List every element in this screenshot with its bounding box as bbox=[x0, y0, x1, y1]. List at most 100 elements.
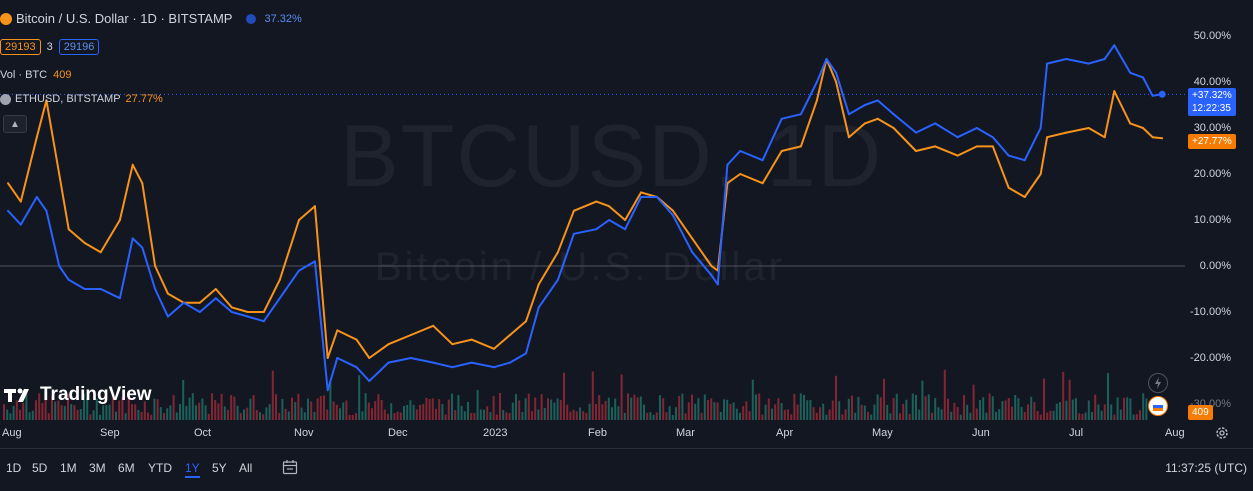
sell-price-button[interactable]: 29193 bbox=[0, 39, 41, 55]
price-chart[interactable] bbox=[0, 0, 1185, 420]
btcusd-line-segment bbox=[1087, 58, 1106, 65]
volume-bar bbox=[483, 409, 485, 420]
ethusd-line-segment bbox=[1151, 136, 1164, 140]
tradingview-logo-text: TradingView bbox=[40, 384, 152, 405]
chart-area[interactable]: BTCUSD, 1D Bitcoin / U.S. Dollar bbox=[0, 0, 1185, 420]
volume-bar bbox=[764, 404, 767, 420]
volume-bar bbox=[310, 401, 313, 420]
volume-bar bbox=[1055, 403, 1058, 420]
volume-bar bbox=[268, 404, 271, 420]
timeframe-1y-button[interactable]: 1Y bbox=[185, 461, 200, 478]
volume-bar bbox=[918, 409, 921, 420]
ethusd-line-segment bbox=[572, 200, 598, 212]
ethusd-line-segment bbox=[1129, 122, 1144, 129]
volume-bar bbox=[1116, 397, 1119, 420]
volume-bar bbox=[867, 411, 869, 420]
volume-bar bbox=[399, 412, 402, 420]
utc-clock[interactable]: 11:37:25 (UTC) bbox=[1165, 461, 1247, 475]
volume-bar bbox=[950, 411, 953, 420]
timeframe-5d-button[interactable]: 5D bbox=[32, 461, 48, 475]
timeframe-6m-button[interactable]: 6M bbox=[118, 461, 135, 475]
ethusd-line-segment bbox=[525, 283, 540, 323]
volume-bar bbox=[655, 412, 658, 420]
volume-bar bbox=[787, 409, 789, 420]
volume-bar bbox=[415, 409, 418, 420]
ethusd-line-segment bbox=[451, 338, 473, 346]
tradingview-logo[interactable]: TradingView bbox=[4, 384, 152, 406]
volume-bar bbox=[233, 396, 236, 420]
volume-bar bbox=[307, 398, 309, 420]
volume-bar bbox=[127, 396, 130, 420]
volume-bar bbox=[771, 408, 773, 420]
btcusd-line-segment bbox=[825, 58, 838, 74]
timeframe-all-button[interactable]: All bbox=[239, 461, 253, 475]
volume-bar bbox=[207, 413, 210, 420]
volume-bar bbox=[572, 409, 575, 420]
volume-bar bbox=[947, 398, 949, 420]
volume-bar bbox=[1084, 412, 1087, 420]
volume-bar bbox=[969, 412, 972, 420]
volume-bar bbox=[886, 404, 889, 420]
volume-bar bbox=[191, 393, 194, 420]
volume-bar bbox=[611, 407, 613, 420]
btcusd-line-segment bbox=[863, 99, 879, 106]
volume-bar bbox=[636, 397, 639, 420]
volume-bar bbox=[684, 413, 687, 420]
ethusd-line-segment bbox=[336, 329, 358, 341]
ethusd-line-segment bbox=[313, 205, 329, 359]
symbol-watermark: BTCUSD, 1D bbox=[340, 106, 884, 205]
ethusd-line-segment bbox=[198, 288, 217, 304]
btcusd-line-segment bbox=[355, 366, 371, 382]
volume-bar bbox=[1011, 406, 1013, 420]
symbol-legend[interactable]: Bitcoin / U.S. Dollar · 1D · BITSTAMP 37… bbox=[0, 11, 302, 26]
compare-legend[interactable]: ETHUSD, BITSTAMP 27.77% bbox=[0, 93, 163, 105]
volume-bar bbox=[659, 395, 661, 420]
btcusd-line-segment bbox=[1103, 44, 1116, 60]
volume-bar bbox=[726, 399, 729, 420]
collapse-legend-button[interactable]: ▲ bbox=[3, 115, 27, 133]
btcusd-line-segment bbox=[230, 311, 249, 318]
volume-bar bbox=[179, 404, 181, 420]
btcusd-line-segment bbox=[739, 150, 764, 162]
btcusd-line-segment bbox=[934, 122, 959, 139]
bar-countdown: 12:22:35 bbox=[1192, 103, 1231, 114]
calendar-icon[interactable] bbox=[282, 459, 298, 475]
volume-bar bbox=[223, 406, 226, 420]
alert-icon[interactable] bbox=[1148, 373, 1168, 393]
events-icon[interactable] bbox=[1148, 396, 1168, 416]
volume-bar bbox=[729, 403, 732, 420]
ethusd-line-segment bbox=[1065, 127, 1090, 134]
volume-bar bbox=[550, 399, 553, 420]
timeframe-ytd-button[interactable]: YTD bbox=[148, 461, 172, 475]
volume-legend[interactable]: Vol · BTC 409 bbox=[0, 69, 71, 81]
ethusd-line-segment bbox=[934, 145, 959, 157]
volume-bar bbox=[739, 412, 741, 420]
volume-bar bbox=[28, 412, 31, 420]
gear-icon[interactable] bbox=[1215, 426, 1229, 440]
time-axis-label: Mar bbox=[676, 427, 695, 439]
ethusd-line-segment bbox=[847, 122, 866, 139]
spread-value: 3 bbox=[46, 41, 53, 53]
btcusd-line-segment bbox=[726, 150, 742, 166]
volume-bar bbox=[1001, 401, 1004, 420]
volume-bar bbox=[425, 397, 428, 420]
volume-bar bbox=[451, 393, 453, 420]
volume-bar bbox=[937, 407, 940, 420]
timeframe-5y-button[interactable]: 5Y bbox=[212, 461, 227, 475]
btcusd-line-segment bbox=[572, 228, 598, 235]
price-row: 29193 3 29196 bbox=[0, 39, 100, 55]
buy-price-button[interactable]: 29196 bbox=[58, 39, 100, 55]
ethusd-line-segment bbox=[166, 292, 185, 304]
volume-bar bbox=[211, 393, 213, 420]
timeframe-3m-button[interactable]: 3M bbox=[89, 461, 106, 475]
ethusd-line-segment bbox=[278, 219, 300, 281]
ethusd-line-segment bbox=[835, 81, 850, 139]
volume-bar bbox=[486, 406, 489, 420]
volume-bar bbox=[783, 409, 786, 420]
volume-bar bbox=[460, 405, 463, 420]
timeframe-1m-button[interactable]: 1M bbox=[60, 461, 77, 475]
volume-bar bbox=[1078, 413, 1081, 420]
timeframe-1d-button[interactable]: 1D bbox=[6, 461, 22, 475]
btcusd-line-segment bbox=[975, 127, 994, 139]
volume-bar bbox=[147, 412, 149, 420]
